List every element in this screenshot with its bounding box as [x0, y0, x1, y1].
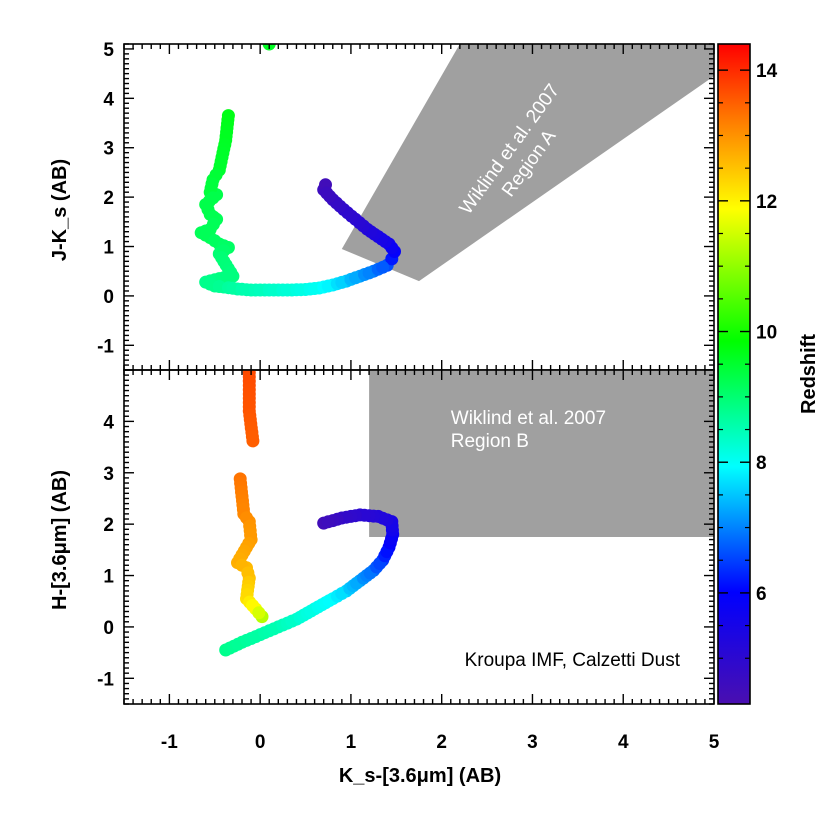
- x-tick-labels: -1 0 1 2 3 4 5: [161, 732, 720, 753]
- y-tick-label: 1: [103, 567, 114, 588]
- bottom-track-point: [245, 430, 259, 444]
- top-series: [194, 44, 401, 297]
- colorbar-tick-label: 8: [756, 453, 767, 474]
- x-axis-title: K_s-[3.6μm] (AB): [339, 765, 501, 787]
- colorbar-tick-label: 14: [756, 61, 778, 82]
- colorbar-ticks: 6 8 10 12 14: [718, 61, 778, 659]
- x-tick-label: 3: [527, 732, 538, 753]
- top-track-point: [280, 283, 294, 297]
- top-track-point: [376, 260, 390, 274]
- bottom-y-axis-title: H-[3.6μm] (AB): [49, 470, 71, 610]
- region-a-shape: [341, 44, 714, 282]
- region-b-label: Wiklind et al. 2007 Region B: [451, 408, 606, 452]
- bottom-panel: Wiklind et al. 2007 Region B -1 0 1 2 3 4 -1 0…: [49, 369, 720, 753]
- y-tick-label: 0: [103, 618, 114, 639]
- top-y-tick-labels: -1 0 1 2 3 4 5: [97, 40, 114, 357]
- colorbar-tick-label: 10: [756, 323, 777, 344]
- y-tick-label: 2: [103, 515, 114, 536]
- y-tick-label: -1: [97, 336, 114, 357]
- y-tick-label: 3: [103, 139, 114, 160]
- top-ticks: [123, 43, 715, 371]
- x-tick-label: 2: [436, 732, 447, 753]
- top-track-point: [204, 181, 218, 195]
- top-y-axis-title: J-K_s (AB): [49, 159, 71, 261]
- colorbar-tick-label: 12: [756, 192, 777, 213]
- y-tick-label: 3: [103, 464, 114, 485]
- y-tick-label: 0: [103, 287, 114, 308]
- region-b-label-line2: Region B: [451, 431, 529, 452]
- y-tick-label: 4: [103, 89, 114, 110]
- top-track-point: [253, 283, 267, 297]
- top-track-point: [320, 186, 334, 200]
- x-tick-label: 4: [618, 732, 629, 753]
- bottom-ticks: [123, 369, 715, 705]
- bottom-track-point: [252, 606, 266, 620]
- x-tick-label: 1: [346, 732, 357, 753]
- bottom-series: [219, 370, 400, 657]
- bottom-y-tick-labels: -1 0 1 2 3 4: [97, 412, 114, 690]
- x-tick-label: 0: [255, 732, 266, 753]
- region-b-label-line1: Wiklind et al. 2007: [451, 408, 606, 429]
- y-tick-label: 4: [103, 412, 114, 433]
- region-b-shape: [369, 370, 714, 537]
- y-tick-label: 1: [103, 238, 114, 259]
- y-tick-label: 5: [103, 40, 114, 61]
- bottom-plot-frame: [123, 369, 715, 705]
- top-track-point: [240, 283, 253, 297]
- x-tick-label: -1: [161, 732, 178, 753]
- colorbar: 6 8 10 12 14 Redshift: [717, 43, 820, 705]
- dust-model-annotation: Kroupa IMF, Calzetti Dust: [465, 650, 681, 671]
- y-tick-label: -1: [97, 669, 114, 690]
- top-track-point: [267, 283, 281, 297]
- y-tick-label: 2: [103, 188, 114, 209]
- colorbar-gradient: [717, 43, 751, 705]
- x-tick-label: 5: [709, 732, 720, 753]
- colorbar-tick-label: 6: [756, 584, 767, 605]
- bottom-track-point: [321, 515, 335, 529]
- colorbar-title: Redshift: [798, 334, 820, 414]
